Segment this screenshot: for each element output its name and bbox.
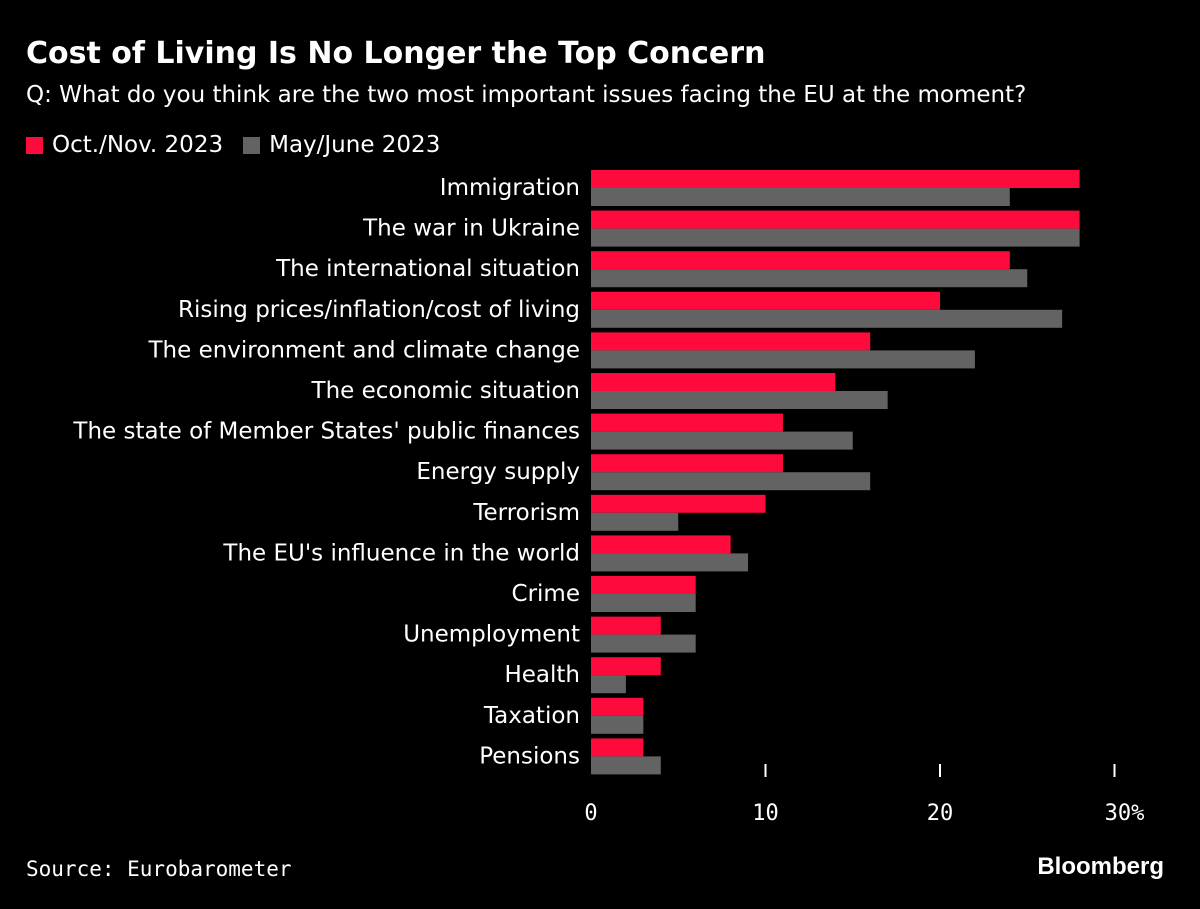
category-label: The environment and climate change xyxy=(147,337,580,363)
legend-swatch-may-june-2023 xyxy=(243,136,261,154)
legend-swatch-oct-nov-2023 xyxy=(26,136,43,154)
bar-may-june-2023 xyxy=(591,756,661,775)
bar-oct-nov-2023 xyxy=(591,251,1010,270)
bar-oct-nov-2023 xyxy=(591,170,1080,188)
category-label: Terrorism xyxy=(472,500,580,526)
bar-may-june-2023 xyxy=(591,715,644,734)
bar-oct-nov-2023 xyxy=(591,373,836,391)
x-tick-label: 20 xyxy=(927,801,954,826)
bar-may-june-2023 xyxy=(591,634,696,653)
bar-oct-nov-2023 xyxy=(591,535,731,554)
x-tick-label: 30% xyxy=(1105,801,1145,826)
bar-oct-nov-2023 xyxy=(591,454,783,473)
category-label: Pensions xyxy=(479,743,580,769)
legend-item-may-june-2023: May/June 2023 xyxy=(243,132,440,158)
bar-oct-nov-2023 xyxy=(591,738,644,757)
category-label: Energy supply xyxy=(416,459,580,485)
bar-may-june-2023 xyxy=(591,553,749,572)
bar-oct-nov-2023 xyxy=(591,413,783,432)
x-tick-label: 0 xyxy=(584,801,597,826)
bar-oct-nov-2023 xyxy=(591,576,696,594)
category-label: The international situation xyxy=(275,256,580,282)
chart-subtitle: Q: What do you think are the two most im… xyxy=(26,82,1027,108)
category-label: The war in Ukraine xyxy=(362,216,580,242)
bar-may-june-2023 xyxy=(591,391,888,409)
category-label: The state of Member States' public finan… xyxy=(72,419,580,445)
category-label: The economic situation xyxy=(311,378,580,404)
bar-oct-nov-2023 xyxy=(591,291,940,310)
bar-may-june-2023 xyxy=(591,228,1080,247)
category-label: Unemployment xyxy=(403,622,580,648)
bar-may-june-2023 xyxy=(591,512,679,531)
bar-may-june-2023 xyxy=(591,269,1028,288)
category-label: Rising prices/inflation/cost of living xyxy=(178,297,580,323)
bar-oct-nov-2023 xyxy=(591,657,661,676)
category-label: Health xyxy=(504,662,580,688)
bar-oct-nov-2023 xyxy=(591,494,766,513)
bar-may-june-2023 xyxy=(591,309,1063,328)
source-note: Source: Eurobarometer xyxy=(26,857,292,881)
category-label: Taxation xyxy=(483,703,580,729)
bar-oct-nov-2023 xyxy=(591,616,661,635)
legend-label-oct-nov-2023: Oct./Nov. 2023 xyxy=(52,132,224,158)
category-label: Immigration xyxy=(440,175,580,201)
category-label: Crime xyxy=(512,581,580,607)
bar-may-june-2023 xyxy=(591,472,871,491)
bar-may-june-2023 xyxy=(591,675,626,694)
bar-may-june-2023 xyxy=(591,431,853,450)
legend: Oct./Nov. 2023 May/June 2023 xyxy=(26,132,460,158)
category-label: The EU's influence in the world xyxy=(222,540,580,566)
bloomberg-logo: Bloomberg xyxy=(1037,853,1164,880)
legend-label-may-june-2023: May/June 2023 xyxy=(269,132,441,158)
bar-oct-nov-2023 xyxy=(591,210,1080,229)
bar-oct-nov-2023 xyxy=(591,332,871,351)
bar-may-june-2023 xyxy=(591,188,1010,206)
chart-title: Cost of Living Is No Longer the Top Conc… xyxy=(26,36,766,71)
x-tick-label: 10 xyxy=(752,801,779,826)
bar-may-june-2023 xyxy=(591,350,975,369)
bar-oct-nov-2023 xyxy=(591,697,644,716)
legend-item-oct-nov-2023: Oct./Nov. 2023 xyxy=(26,132,223,158)
bar-may-june-2023 xyxy=(591,594,696,612)
